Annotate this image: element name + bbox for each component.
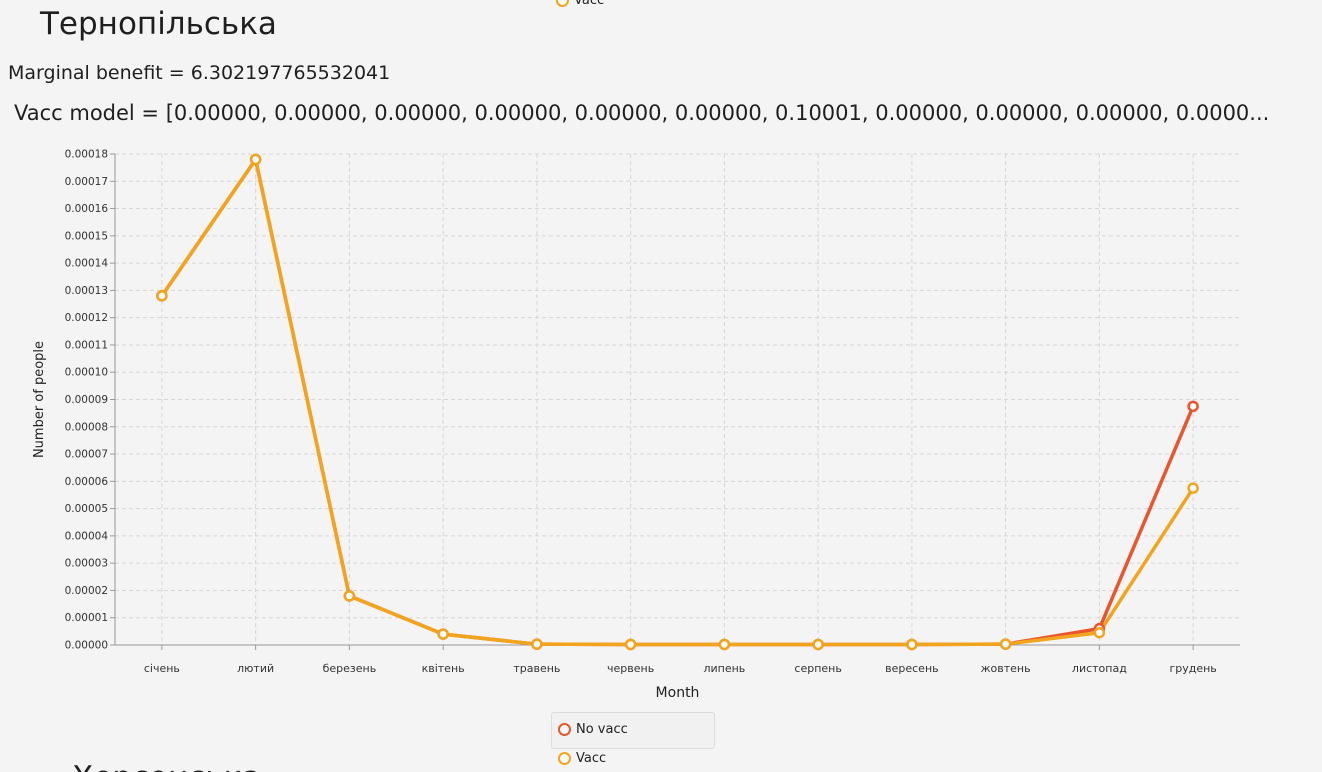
marginal-benefit-label: Marginal benefit = 6.302197765532041 bbox=[8, 62, 391, 84]
x-tick-label: червень bbox=[607, 662, 654, 675]
data-point-vacc bbox=[906, 638, 918, 651]
no-vacc-legend-marker-icon bbox=[558, 723, 571, 736]
chart-legend bbox=[551, 712, 715, 749]
y-axis-title: Number of people bbox=[32, 341, 47, 458]
x-tick-label: січень bbox=[144, 662, 180, 675]
x-tick-label: жовтень bbox=[981, 662, 1031, 675]
data-point-vacc bbox=[531, 638, 543, 650]
top-legend-item: Vacc bbox=[556, 0, 604, 8]
x-tick-label: листопад bbox=[1072, 662, 1127, 675]
next-region-title: Херсонська bbox=[72, 758, 261, 772]
line-chart: 0.00000 0.00001 0.00002 0.00003 0.00004 0.000… bbox=[32, 149, 1240, 700]
y-tick-label: 0.00000 bbox=[65, 640, 108, 652]
series-line-vacc bbox=[160, 157, 1195, 647]
y-tick-label: 0.00008 bbox=[65, 421, 108, 433]
region-title: Тернопільська bbox=[40, 6, 277, 42]
x-tick-label: серпень bbox=[794, 662, 841, 675]
y-tick-label: 0.00011 bbox=[65, 339, 108, 351]
y-tick-label: 0.00006 bbox=[65, 476, 109, 488]
y-tick-label: 0.00009 bbox=[65, 394, 108, 406]
y-tick-label: 0.00010 bbox=[65, 367, 108, 379]
y-tick-label: 0.00002 bbox=[65, 585, 108, 597]
y-tick-label: 0.00001 bbox=[65, 612, 108, 624]
x-tick-label: вересень bbox=[885, 662, 939, 675]
y-tick-label: 0.00017 bbox=[65, 176, 108, 188]
data-point-vacc bbox=[624, 638, 637, 651]
x-tick-label: грудень bbox=[1169, 662, 1216, 675]
data-point-no-vacc bbox=[1187, 400, 1199, 413]
x-tick-label: лютий bbox=[237, 662, 274, 675]
y-tick-label: 0.00003 bbox=[65, 558, 108, 570]
y-tick-label: 0.00004 bbox=[65, 530, 109, 542]
x-tick-label: липень bbox=[703, 662, 745, 675]
legend-label-vacc: Vacc bbox=[576, 751, 607, 766]
data-point-vacc bbox=[343, 590, 356, 602]
data-point-vacc bbox=[249, 153, 262, 166]
y-tick-label: 0.00018 bbox=[65, 149, 108, 161]
legend-item-no-vacc: No vacc bbox=[558, 722, 628, 737]
data-point-vacc bbox=[1093, 626, 1106, 639]
vacc-model-label: Vacc model = [0.00000, 0.00000, 0.00000,… bbox=[14, 101, 1270, 125]
x-tick-label: березень bbox=[323, 662, 377, 675]
y-tick-label: 0.00013 bbox=[65, 285, 108, 297]
vacc-legend-marker-icon bbox=[558, 752, 571, 765]
data-point-vacc bbox=[812, 638, 824, 651]
data-point-vacc bbox=[1187, 482, 1199, 494]
data-point-vacc bbox=[718, 638, 731, 651]
vacc-legend-marker-icon bbox=[556, 0, 569, 7]
x-tick-label: травень bbox=[513, 662, 560, 675]
y-tick-label: 0.00014 bbox=[65, 258, 109, 270]
x-axis-title: Month bbox=[656, 685, 700, 700]
y-tick-label: 0.00012 bbox=[65, 312, 108, 324]
data-point-vacc bbox=[999, 638, 1012, 650]
y-tick-label: 0.00007 bbox=[65, 449, 108, 461]
y-tick-label: 0.00005 bbox=[65, 503, 108, 515]
top-legend-label: Vacc bbox=[574, 0, 605, 8]
y-tick-label: 0.00015 bbox=[65, 230, 108, 242]
data-point-vacc bbox=[156, 290, 168, 302]
data-point-vacc bbox=[437, 628, 449, 640]
x-tick-label: квітень bbox=[422, 662, 465, 675]
legend-item-vacc: Vacc bbox=[558, 751, 606, 766]
y-tick-label: 0.00016 bbox=[65, 203, 109, 215]
legend-label-no-vacc: No vacc bbox=[576, 722, 628, 737]
